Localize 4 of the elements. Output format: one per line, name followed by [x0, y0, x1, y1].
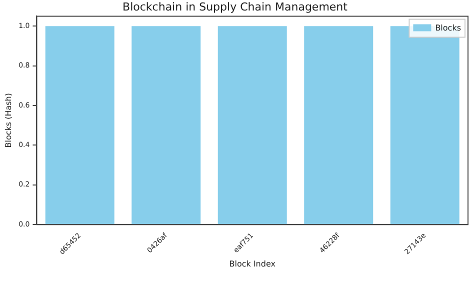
y-axis-title: Blocks (Hash) — [4, 93, 13, 148]
chart-title: Blockchain in Supply Chain Management — [122, 0, 348, 14]
legend-label: Blocks — [435, 23, 462, 32]
x-axis-title: Block Index — [229, 259, 276, 268]
